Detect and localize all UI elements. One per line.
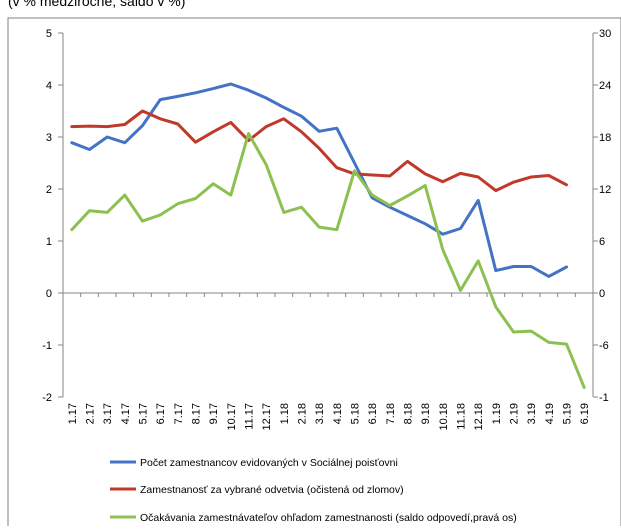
x-tick-label: 1.18 [279, 403, 291, 424]
x-tick-label: 9.18 [420, 403, 432, 424]
left-tick-label: 5 [46, 28, 52, 40]
legend: Počet zamestnancov evidovaných v Sociáln… [110, 457, 517, 524]
legend-item: Zamestnanosť za vybrané odvetvia (očiste… [110, 484, 404, 496]
x-tick-label: 4.17 [120, 403, 132, 424]
x-tick-label: 10.18 [438, 403, 450, 431]
x-tick-label: 9.17 [208, 403, 220, 424]
x-tick-label: 3.19 [526, 403, 538, 424]
x-tick-label: 2.19 [509, 403, 521, 424]
right-tick-label: 0 [599, 288, 605, 300]
left-tick-label: -2 [42, 392, 52, 404]
x-tick-label: 5.17 [138, 403, 150, 424]
x-tick-label: 4.19 [544, 403, 556, 424]
left-tick-label: 4 [46, 80, 52, 92]
x-tick-label: 11.17 [244, 403, 256, 430]
x-tick-label: 6.19 [579, 403, 591, 424]
left-tick-label: 0 [46, 288, 52, 300]
right-tick-label: 30 [599, 28, 611, 40]
x-tick-label: 11.18 [456, 403, 468, 430]
left-tick-label: 1 [46, 236, 52, 248]
legend-label: Zamestnanosť za vybrané odvetvia (očiste… [140, 484, 404, 496]
x-tick-label: 7.18 [385, 403, 397, 424]
x-tick-labels: 1.17 2.17 3.17 4.17 5.17 6.17 7.17 8.17 9.17 10.1… [67, 403, 591, 431]
left-tick-label: -1 [42, 340, 52, 352]
x-tick-label: 4.18 [332, 403, 344, 424]
x-tick-label: 6.17 [155, 403, 167, 424]
right-tick-label: 6 [599, 236, 605, 248]
x-tick-label: 2.17 [85, 403, 97, 424]
x-tick-label: 1.19 [491, 403, 503, 424]
x-tick-label: 8.17 [191, 403, 203, 424]
series-line-2 [70, 109, 568, 193]
series-group [70, 82, 586, 389]
x-tick-label: 3.17 [102, 403, 114, 424]
right-tick-label: 18 [599, 132, 611, 144]
header-fragment: (v % medziročne; saldo v %) [8, 0, 185, 9]
legend-label: Počet zamestnancov evidovaných v Sociáln… [140, 457, 398, 469]
x-tick-label: 10.17 [226, 403, 238, 431]
x-tick-label: 8.18 [403, 403, 415, 424]
legend-label: Očakávania zamestnávateľov ohľadom zames… [140, 512, 517, 524]
x-tick-label: 3.18 [314, 403, 326, 424]
right-tick-label: 12 [599, 184, 611, 196]
left-tick-label: 2 [46, 184, 52, 196]
legend-item: Očakávania zamestnávateľov ohľadom zames… [110, 512, 517, 524]
x-tick-label: 7.17 [173, 403, 185, 424]
legend-item: Počet zamestnancov evidovaných v Sociáln… [110, 457, 398, 469]
right-tick-label: -1 [599, 392, 609, 404]
x-tick-label: 1.17 [67, 403, 79, 424]
series-line-1 [70, 82, 568, 278]
x-tick-label: 6.18 [367, 403, 379, 424]
left-tick-label: 3 [46, 132, 52, 144]
x-tick-label: 2.18 [297, 403, 309, 424]
right-tick-label: -6 [599, 340, 609, 352]
series-line-3 [70, 132, 586, 389]
right-tick-label: 24 [599, 80, 611, 92]
x-tick-label: 5.19 [562, 403, 574, 424]
x-tick-label: 12.18 [473, 403, 485, 431]
x-tick-label: 12.17 [261, 403, 273, 431]
x-tick-label: 5.18 [350, 403, 362, 424]
